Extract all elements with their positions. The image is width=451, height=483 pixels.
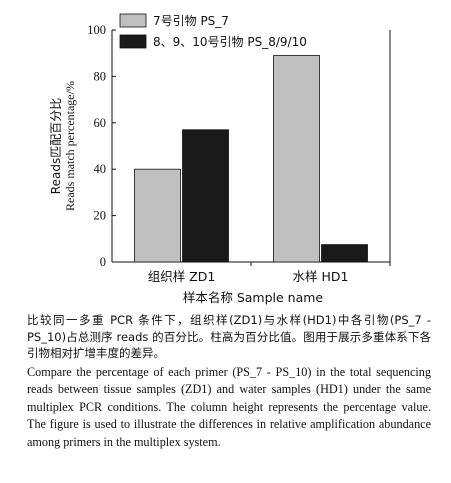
legend-label: 8、9、10号引物 PS_8/9/10: [153, 35, 307, 49]
y-tick-label: 60: [94, 116, 107, 130]
legend-label: 7号引物 PS_7: [153, 14, 229, 28]
y-tick-label: 40: [94, 162, 107, 176]
bar-chart: 0 20 40 60 80 100 组织样 ZD1 水样 HD1 7号引物 PS_7 8、9、…: [49, 13, 391, 305]
x-tick-label: 组织样 ZD1: [148, 269, 216, 284]
x-axis-label: 样本名称 Sample name: [183, 290, 324, 305]
y-tick-label: 20: [94, 209, 107, 223]
bar: [134, 168, 181, 263]
x-tick-label: 水样 HD1: [293, 269, 349, 284]
bar: [321, 244, 368, 263]
bar: [182, 129, 229, 263]
legend-swatch: [119, 34, 147, 49]
bars: [134, 55, 368, 263]
legend: 7号引物 PS_7 8、9、10号引物 PS_8/9/10: [119, 13, 307, 49]
x-axis: 组织样 ZD1 水样 HD1: [148, 262, 391, 284]
legend-swatch: [119, 13, 147, 28]
y-tick-label: 0: [100, 255, 106, 269]
bar: [273, 55, 320, 263]
caption-chinese: 比较同一多重 PCR 条件下，组织样(ZD1)与水样(HD1)中各引物(PS_7…: [27, 313, 431, 360]
y-tick-label: 100: [87, 23, 106, 37]
caption-english: Compare the percentage of each primer (P…: [27, 365, 431, 449]
y-axis: 0 20 40 60 80 100: [87, 23, 116, 269]
y-tick-label: 80: [94, 69, 107, 83]
y-axis-label-zh: Reads匹配百分比: [49, 98, 63, 194]
y-axis-label-en: Reads match percentage/%: [63, 81, 77, 211]
